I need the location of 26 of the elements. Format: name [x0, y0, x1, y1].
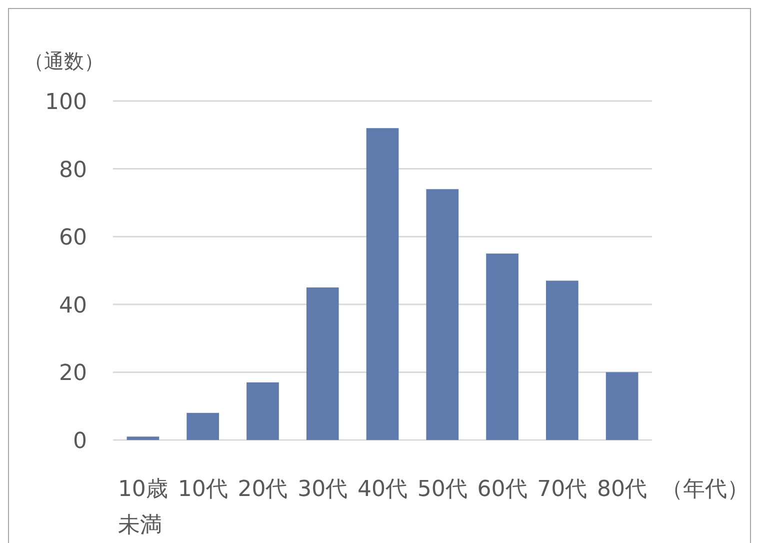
- y-tick-label: 20: [59, 361, 87, 386]
- bar: [306, 287, 339, 440]
- y-axis-title: （通数）: [24, 49, 104, 73]
- bar: [546, 280, 578, 440]
- bar: [606, 372, 638, 440]
- y-tick-label: 60: [59, 226, 87, 251]
- x-tick-label: 10歳未満: [118, 477, 168, 538]
- x-tick-label: 60代: [477, 477, 528, 502]
- bar: [426, 189, 459, 440]
- y-tick-label: 40: [59, 293, 87, 318]
- bar: [486, 254, 518, 440]
- bar: [246, 382, 279, 440]
- y-tick-label: 80: [59, 158, 87, 183]
- x-tick-label: 40代: [358, 477, 408, 502]
- x-tick-label: 70代: [537, 477, 588, 502]
- y-tick-label: 100: [45, 90, 87, 115]
- x-tick-label: 10代: [178, 477, 228, 502]
- bar: [186, 412, 220, 440]
- x-axis-title: （年代）: [661, 477, 749, 502]
- x-tick-label: 30代: [298, 477, 348, 502]
- bar: [126, 436, 160, 440]
- y-tick-label: 0: [73, 429, 87, 454]
- bar: [366, 128, 399, 440]
- x-tick-label: 50代: [417, 477, 468, 502]
- x-tick-label: 80代: [597, 477, 648, 502]
- x-tick-label: 20代: [238, 477, 288, 502]
